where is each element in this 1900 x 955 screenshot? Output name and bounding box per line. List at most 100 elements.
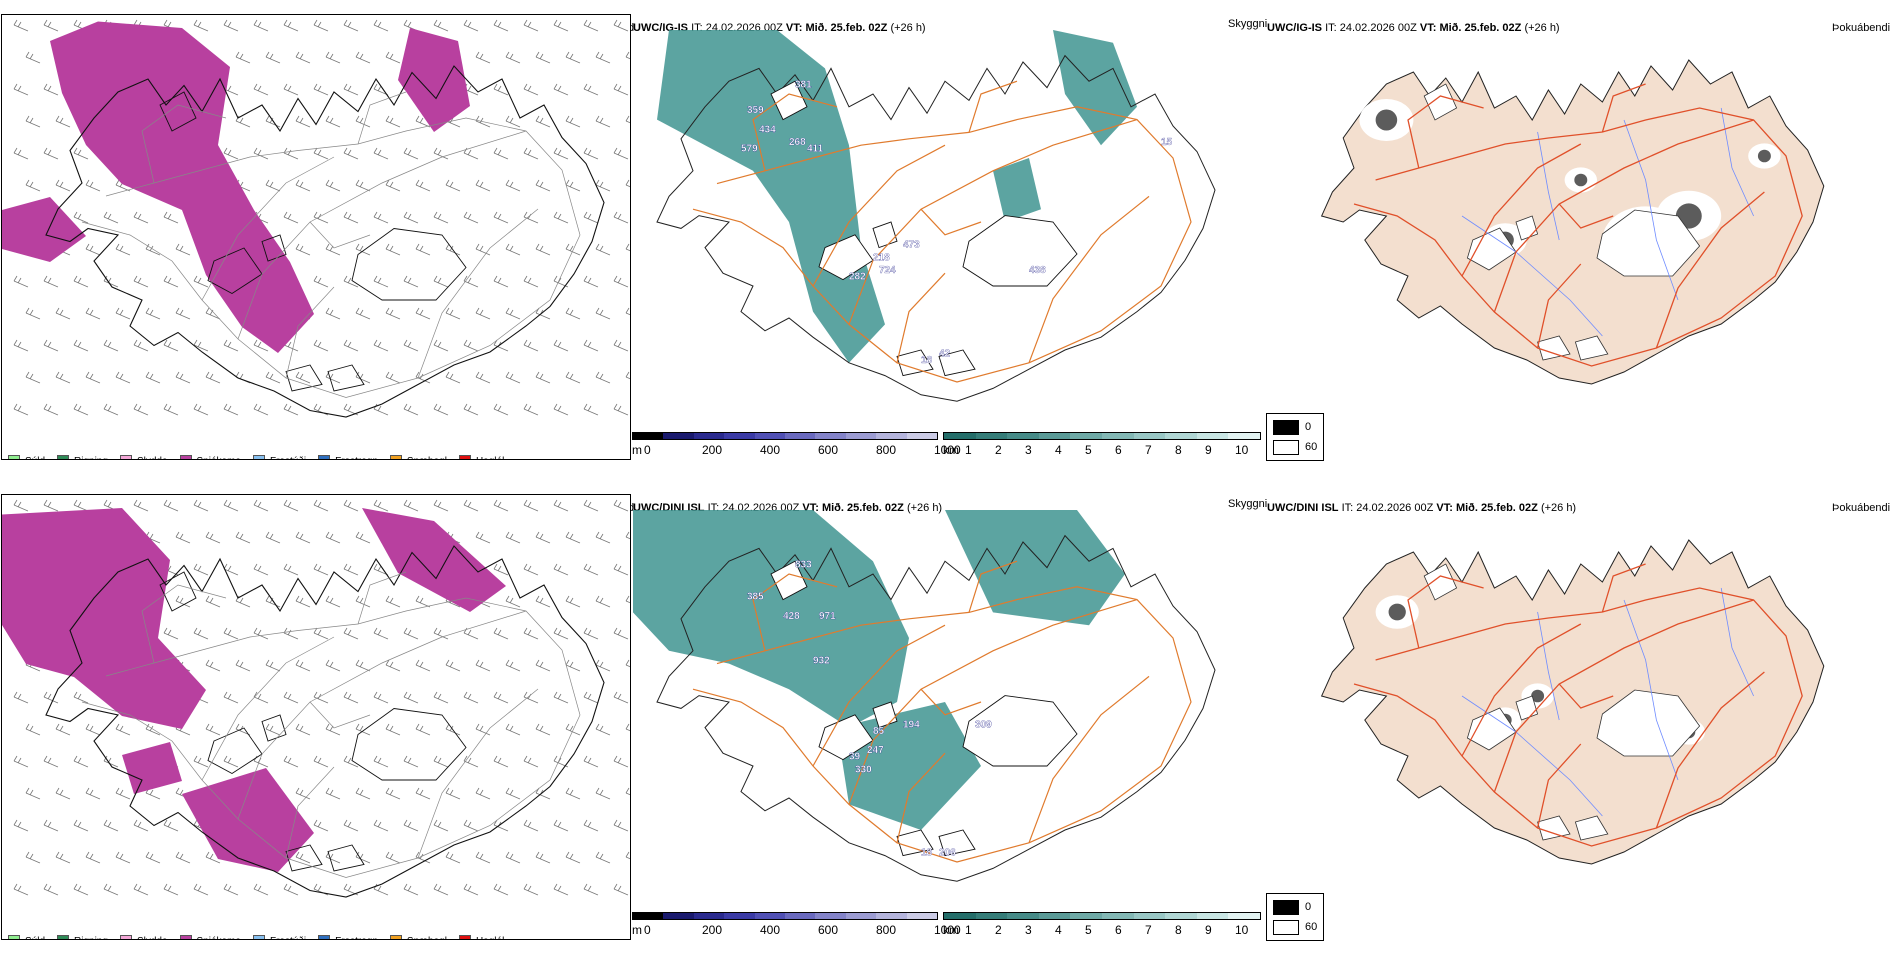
wind-barb (595, 531, 611, 544)
wind-barb (175, 851, 191, 864)
legend-item: Frostúði (252, 455, 306, 459)
fog-panel-title: UWC/IG-IS IT: 24.02.2026 00Z VT: Mið. 25… (1267, 22, 1560, 35)
cloud-base-label: 39 (849, 752, 861, 763)
wind-barb (535, 371, 551, 384)
glacier-outline (285, 844, 323, 872)
road-network (81, 91, 581, 398)
road-line (201, 636, 335, 781)
wind-barb (433, 403, 449, 416)
cloud-base-label: 385 (747, 592, 764, 603)
wind-barb (505, 851, 521, 864)
glacier-outline (261, 714, 287, 742)
colorbar-tick: 600 (818, 443, 839, 457)
wind-barb (253, 627, 269, 640)
fog-legend-value: 0 (1305, 901, 1312, 913)
road-line (237, 130, 527, 340)
wind-barb (583, 819, 599, 832)
colorbar-segment (1101, 433, 1134, 439)
colorbar-segment (1007, 913, 1039, 919)
init-time-label: IT: (1341, 502, 1354, 514)
wind-barb (445, 787, 461, 800)
wind-barb (343, 755, 359, 768)
road-network (1353, 563, 1803, 847)
wind-barb (193, 627, 209, 640)
wind-barb (55, 371, 71, 384)
road-line (968, 560, 1018, 613)
colorbar-tick: 10 (1235, 443, 1249, 457)
wind-barb (295, 851, 311, 864)
colorbar-segment (1165, 433, 1197, 439)
glacier-outline (351, 228, 467, 301)
wind-barb (355, 243, 371, 256)
road-line (201, 156, 335, 301)
road-line (81, 117, 581, 398)
wind-barb (25, 787, 41, 800)
wind-barb (295, 787, 311, 800)
wind-barb (433, 627, 449, 640)
wind-barb (505, 787, 521, 800)
glacier-outline (872, 221, 898, 249)
wind-barb (553, 147, 569, 160)
river-network (1461, 587, 1754, 817)
cloud-base-label: 411 (807, 144, 824, 155)
road-line (896, 752, 946, 843)
wind-barb (583, 83, 599, 96)
wind-barb (595, 723, 611, 736)
wind-barb (625, 51, 630, 60)
valid-time: Mið. 25.feb. 02Z (821, 502, 904, 514)
colorbar-tick: 8 (1175, 923, 1182, 937)
wind-barb (223, 883, 239, 896)
wind-barb (385, 51, 401, 64)
wind-barb (403, 499, 419, 512)
fog-index-legend: 0 60 (1266, 893, 1324, 941)
glacier-outlines (770, 560, 1078, 857)
road-line (848, 599, 1138, 805)
legend-swatch (8, 935, 20, 939)
wind-barb (343, 563, 359, 576)
wind-barb (205, 531, 221, 544)
wind-barb (325, 115, 341, 128)
glacier-outline (1596, 209, 1701, 277)
road-line (896, 272, 946, 363)
wind-barb (403, 755, 419, 768)
wind-barb (175, 243, 191, 256)
glacier-outline (327, 364, 365, 392)
wind-barb (553, 83, 569, 96)
forecast-row-2: UWC/DINI ISL IT: 24.02.2026 00Z VT: Mið.… (0, 480, 1900, 955)
wind-barb (553, 627, 569, 640)
wind-barb (283, 755, 299, 768)
cloud-base-label: 18 (921, 848, 933, 859)
wind-barb (325, 51, 341, 64)
wind-barb (55, 787, 71, 800)
wind-barb (115, 787, 131, 800)
wind-barb (553, 563, 569, 576)
wind-barb (373, 147, 389, 160)
wind-barb (415, 179, 431, 192)
glacier-outline (327, 844, 365, 872)
wind-barb (115, 307, 131, 320)
legend-item: Snjókoma (179, 935, 241, 939)
wind-barb (43, 691, 59, 704)
cloud-base-label: 268 (789, 137, 806, 148)
wind-barb (43, 147, 59, 160)
wind-barb (475, 787, 491, 800)
wind-barb (403, 691, 419, 704)
wind-barb (625, 115, 630, 124)
wind-barb (163, 275, 179, 288)
init-time-label: IT: (707, 502, 720, 514)
wind-barb (325, 723, 341, 736)
colorbar-tick: 7 (1145, 443, 1152, 457)
legend-label: Snæhagl (407, 936, 447, 940)
wind-barb (73, 339, 89, 352)
colorbar-tick: 4 (1055, 923, 1062, 937)
wind-barb (25, 851, 41, 864)
wind-barb (475, 179, 491, 192)
road-line (1407, 95, 1484, 169)
road-line (417, 208, 539, 379)
wind-barb (115, 243, 131, 256)
wind-barb (385, 371, 401, 384)
wind-barb (25, 723, 41, 736)
wind-barb (385, 851, 401, 864)
wind-barb (25, 371, 41, 384)
road-line (752, 573, 838, 651)
